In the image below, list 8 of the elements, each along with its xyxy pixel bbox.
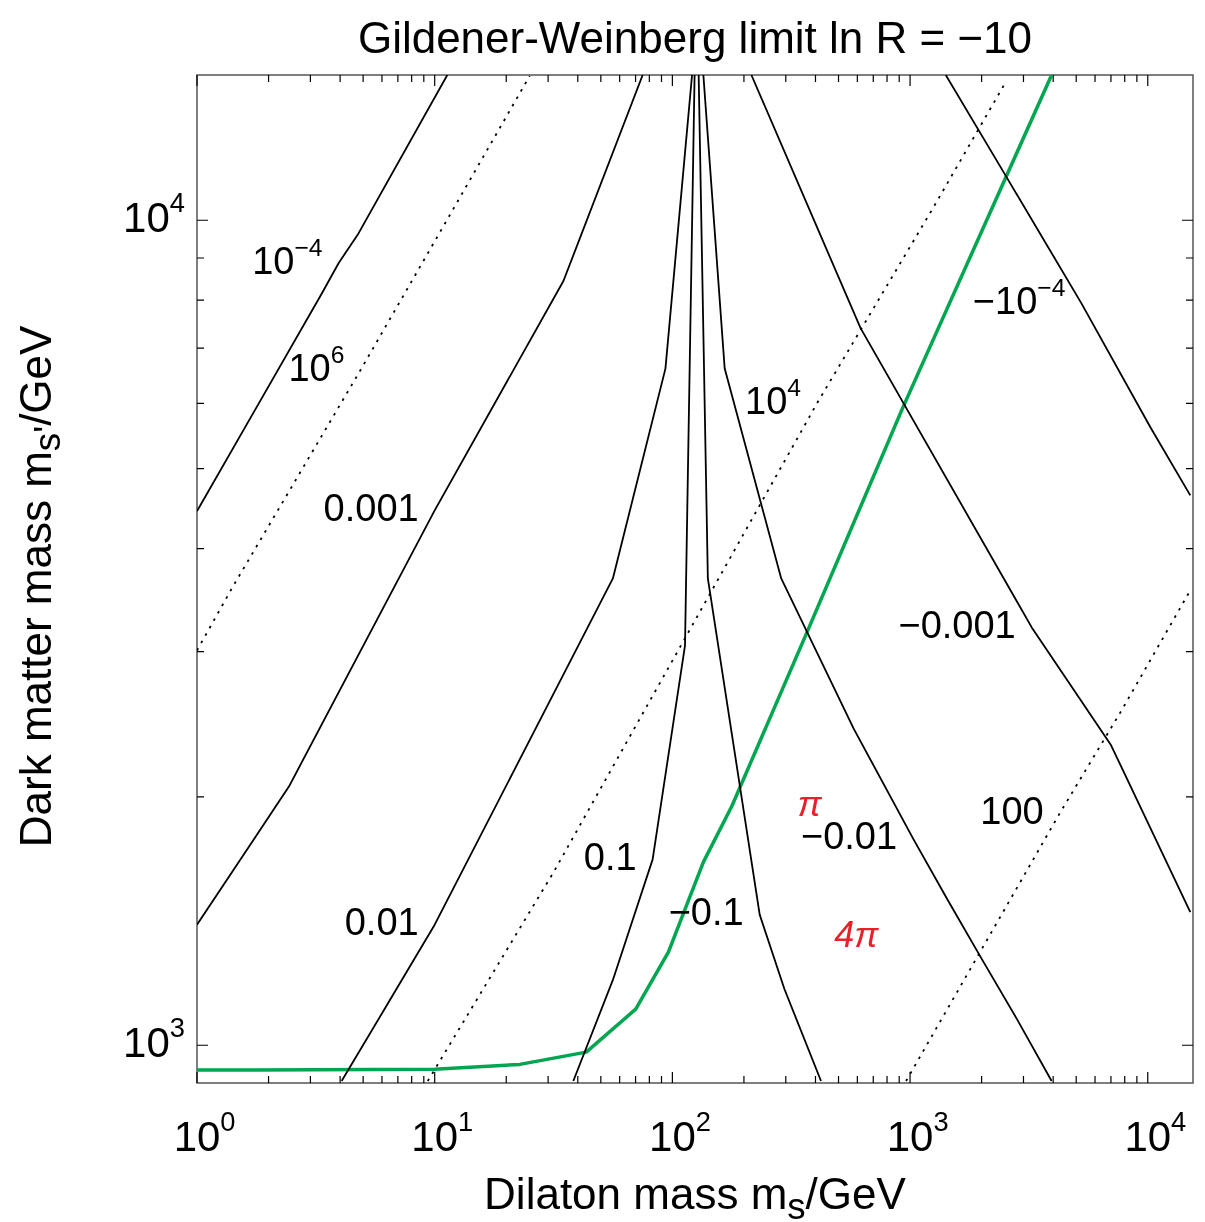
x-axis-title: Dilaton mass m$_{s}$/GeV (483, 1168, 907, 1222)
series-label: 0.01 (344, 901, 419, 944)
annotation: 4π (834, 913, 880, 955)
series-label: 0.001 (323, 486, 419, 529)
chart-title: Gildener-Weinberg limit ln R = −10 (356, 12, 1034, 64)
series-label: −0.001 (898, 603, 1016, 646)
series-label: 0.1 (583, 835, 637, 878)
series-label: 100 (980, 789, 1044, 832)
